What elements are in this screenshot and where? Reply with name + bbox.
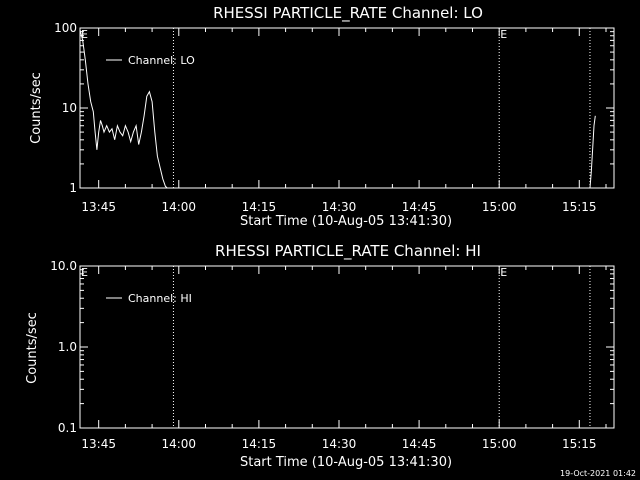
x-tick-label-hi: 14:30 [322,437,357,451]
event-label-hi: E [500,266,507,279]
y-tick-label-lo: 100 [54,21,77,35]
chart-title-hi: RHESSI PARTICLE_RATE Channel: HI [215,242,481,261]
chart-title-lo: RHESSI PARTICLE_RATE Channel: LO [213,4,483,23]
x-tick-label-lo: 14:00 [161,200,196,214]
legend-label-hi: Channel: HI [128,292,192,305]
event-label-lo: E [500,28,507,41]
x-axis-label-lo: Start Time (10-Aug-05 13:41:30) [240,214,452,229]
event-start-label-hi: E [81,266,88,279]
series-line-lo [79,29,168,189]
x-tick-label-lo: 14:30 [322,200,357,214]
x-tick-label-hi: 14:00 [161,437,196,451]
x-axis-label-hi: Start Time (10-Aug-05 13:41:30) [240,455,452,470]
legend-hi: Channel: HI [106,292,192,305]
y-tick-label-hi: 10.0 [50,259,77,273]
x-tick-label-lo: 15:00 [482,200,517,214]
x-tick-label-hi: 15:15 [562,437,597,451]
x-tick-label-lo: 13:45 [81,200,116,214]
y-tick-label-lo: 10 [62,101,77,115]
event-start-label-lo: E [81,28,88,41]
x-tick-label-hi: 15:00 [482,437,517,451]
x-tick-label-hi: 13:45 [81,437,116,451]
panel-lo: RHESSI PARTICLE_RATE Channel: LO Counts/… [29,4,615,229]
y-tick-label-lo: 1 [69,181,77,195]
y-tick-label-hi: 0.1 [58,421,77,435]
y-axis-label-lo: Counts/sec [29,72,44,144]
x-tick-label-hi: 14:15 [242,437,277,451]
panel-hi: RHESSI PARTICLE_RATE Channel: HI Counts/… [25,242,615,470]
x-tick-label-hi: 14:45 [402,437,437,451]
x-tick-label-lo: 14:15 [242,200,277,214]
series-line-lo [589,115,596,189]
y-axis-label-hi: Counts/sec [25,312,40,384]
legend-lo: Channel: LO [106,54,195,67]
footer-timestamp: 19-Oct-2021 01:42 [560,469,636,478]
y-tick-label-hi: 1.0 [58,340,77,354]
x-tick-label-lo: 15:15 [562,200,597,214]
legend-label-lo: Channel: LO [128,54,195,67]
x-tick-label-lo: 14:45 [402,200,437,214]
